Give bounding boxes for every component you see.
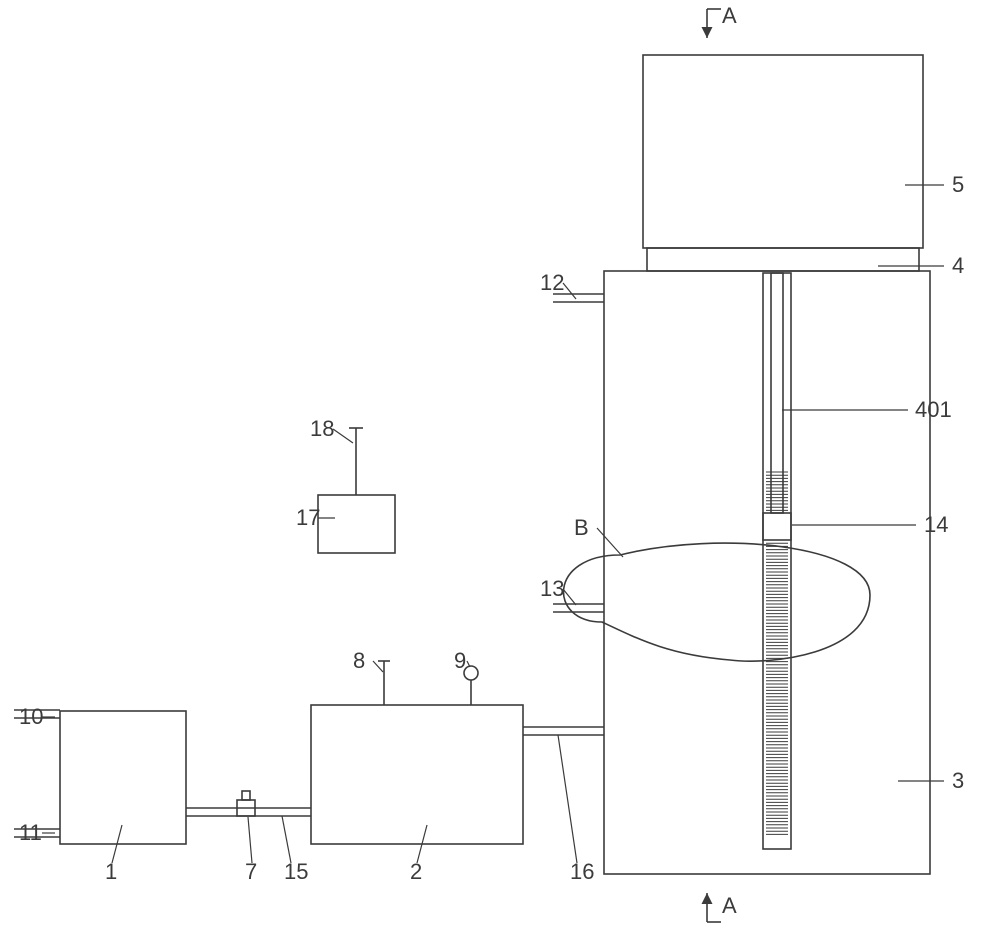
label-5: 5 [952,172,964,197]
label-16: 16 [570,859,594,884]
label-B: B [574,515,589,540]
label-A_bot: A [722,893,737,918]
label-18: 18 [310,416,334,441]
label-7: 7 [245,859,257,884]
label-15: 15 [284,859,308,884]
label-401: 401 [915,397,952,422]
diagram-canvas: A54124011817B141389103111715216A [0,0,1000,936]
label-9: 9 [454,648,466,673]
label-8: 8 [353,648,365,673]
background [0,0,1000,936]
label-11: 11 [19,820,42,845]
label-12: 12 [540,270,564,295]
label-4: 4 [952,253,964,278]
label-3: 3 [952,768,964,793]
label-A_top: A [722,3,737,28]
label-13: 13 [540,576,564,601]
label-1: 1 [105,859,117,884]
label-17: 17 [296,505,320,530]
label-14: 14 [924,512,948,537]
label-10: 10 [19,704,43,729]
label-2: 2 [410,859,422,884]
